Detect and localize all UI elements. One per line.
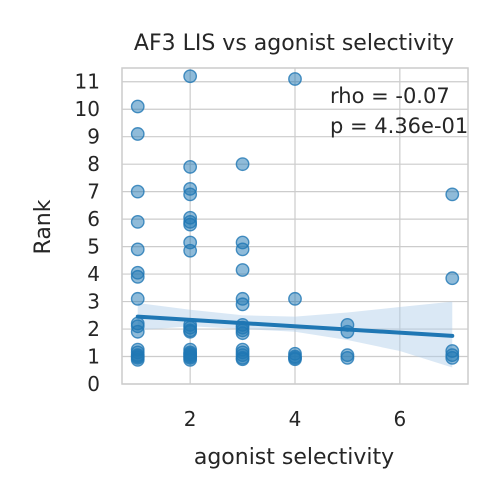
x-tick-label: 2 [184, 407, 197, 431]
plot-frame [121, 67, 469, 385]
data-point [130, 242, 145, 257]
data-point [130, 269, 145, 284]
data-point [340, 350, 355, 365]
data-point [130, 291, 145, 306]
p-value-annotation: p = 4.36e-01 [330, 114, 468, 138]
x-axis-label: agonist selectivity [194, 445, 394, 470]
x-tick-label: 6 [393, 407, 406, 431]
data-point [340, 324, 355, 339]
data-point [130, 127, 145, 141]
data-point [130, 324, 145, 339]
confidence-band-layer [137, 301, 453, 368]
data-point [183, 324, 198, 339]
y-tick-label: 9 [87, 125, 100, 149]
y-tick-label: 2 [87, 317, 100, 341]
data-point [445, 350, 460, 365]
data-point [183, 160, 198, 174]
data-point [235, 352, 250, 367]
data-point [445, 271, 460, 286]
points-layer [130, 69, 460, 367]
y-tick-label: 6 [87, 207, 100, 231]
x-tick-labels: 2 4 6 [184, 407, 406, 431]
data-point [183, 243, 198, 258]
data-point [130, 184, 145, 199]
y-tick-label: 1 [87, 345, 100, 369]
confidence-band [137, 301, 453, 368]
y-tick-label: 4 [87, 262, 100, 286]
data-point [183, 69, 198, 84]
y-tick-label: 0 [87, 372, 100, 396]
data-point [130, 214, 145, 229]
y-tick-labels: 0 1 2 3 4 5 6 7 8 9 10 11 [75, 70, 100, 396]
data-point [235, 157, 250, 172]
y-tick-label: 8 [87, 152, 100, 176]
data-point [183, 217, 198, 232]
data-point [235, 326, 250, 341]
y-tick-label: 5 [87, 235, 100, 259]
chart-title: AF3 LIS vs agonist selectivity [134, 31, 454, 56]
x-tick-label: 4 [289, 407, 302, 431]
rho-annotation: rho = -0.07 [330, 84, 450, 108]
data-point [130, 352, 145, 367]
data-point [183, 352, 198, 367]
y-tick-label: 10 [75, 97, 100, 121]
data-point [445, 187, 460, 202]
data-point [235, 263, 250, 277]
data-point [288, 352, 302, 367]
y-tick-label: 7 [87, 180, 100, 204]
data-point [235, 297, 250, 312]
data-point [235, 242, 250, 257]
data-point [183, 187, 198, 202]
data-point [288, 291, 302, 306]
y-tick-label: 3 [87, 290, 100, 314]
data-point [288, 72, 302, 86]
y-axis-label: Rank [31, 199, 56, 254]
data-point [130, 99, 145, 114]
y-tick-label: 11 [75, 70, 100, 94]
